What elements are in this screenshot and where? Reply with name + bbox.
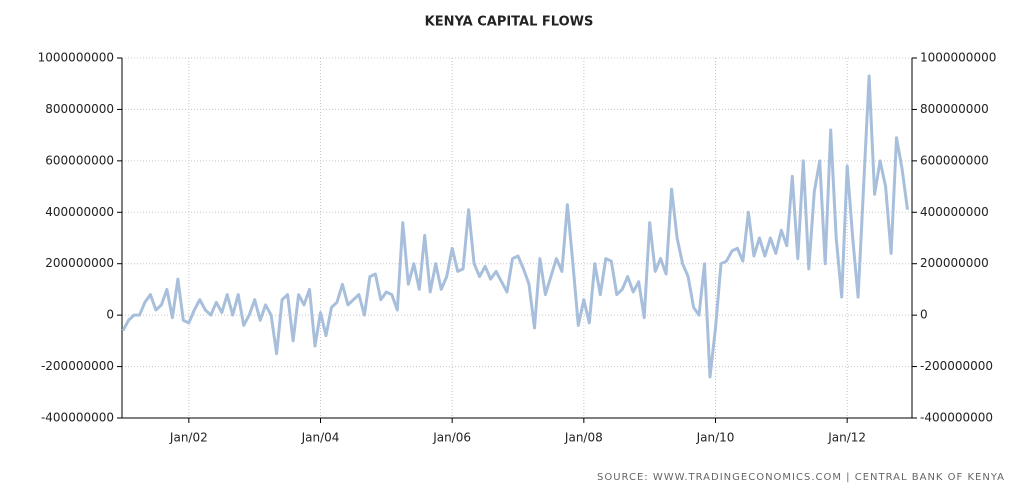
- y2-tick-label: 1000000000: [920, 51, 996, 65]
- y-tick-label: 400000000: [45, 205, 114, 219]
- y2-tick-label: 400000000: [920, 205, 989, 219]
- chart-title: KENYA CAPITAL FLOWS: [425, 15, 594, 30]
- x-tick-label: Jan/08: [564, 431, 603, 445]
- y-tick-label: 1000000000: [38, 51, 114, 65]
- y2-tick-label: 800000000: [920, 102, 989, 116]
- y-tick-label: 200000000: [45, 256, 114, 270]
- y-tick-label: -400000000: [41, 411, 114, 425]
- y-tick-label: 800000000: [45, 102, 114, 116]
- line: [121, 74, 909, 379]
- x-tick-label: Jan/12: [827, 431, 866, 445]
- y2-tick-label: -200000000: [920, 359, 993, 373]
- source: SOURCE: WWW.TRADINGECONOMICS.COM | CENTR…: [597, 472, 1005, 483]
- x-tick-label: Jan/10: [696, 431, 735, 445]
- y-tick-label: 600000000: [45, 153, 114, 167]
- y-tick-label: -200000000: [41, 359, 114, 373]
- y2-tick-label: 600000000: [920, 153, 989, 167]
- x-tick-label: Jan/02: [169, 431, 208, 445]
- x-tick-label: Jan/04: [301, 431, 340, 445]
- y2-tick-label: -400000000: [920, 411, 993, 425]
- y2-tick-label: 200000000: [920, 256, 989, 270]
- y-tick-label: 0: [106, 308, 114, 322]
- x-tick-label: Jan/06: [432, 431, 471, 445]
- y2-tick-label: 0: [920, 308, 928, 322]
